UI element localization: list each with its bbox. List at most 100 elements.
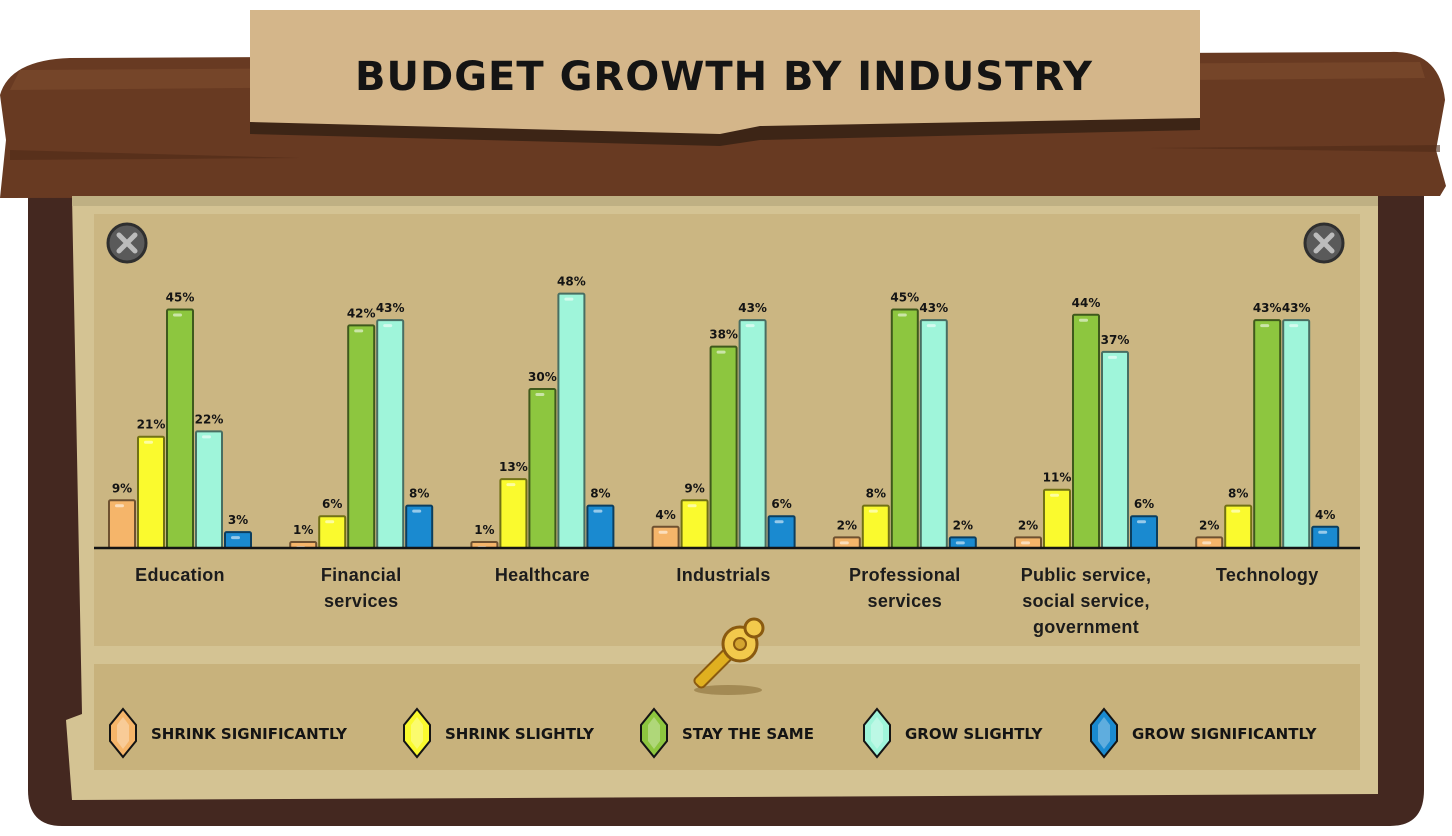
data-label: 2% <box>1018 518 1038 532</box>
bar-6-3 <box>1282 319 1311 549</box>
bar-2-3 <box>557 292 586 549</box>
bar-2-1 <box>499 478 528 550</box>
gem-icon <box>640 707 668 759</box>
bar-highlight <box>412 509 422 513</box>
bar-highlight <box>564 297 574 301</box>
data-label: 43% <box>376 301 405 315</box>
data-label: 37% <box>1101 333 1130 347</box>
bar-highlight <box>1260 324 1270 328</box>
data-label: 2% <box>1199 518 1219 532</box>
bar-3-1 <box>680 499 709 549</box>
data-label: 6% <box>1134 497 1154 511</box>
data-label: 44% <box>1072 296 1101 310</box>
bars-layer <box>108 292 1340 550</box>
category-label: Healthcare <box>495 565 590 585</box>
data-label: 6% <box>322 497 342 511</box>
title-banner <box>250 10 1200 140</box>
data-label: 43% <box>919 301 948 315</box>
data-label: 4% <box>1315 508 1335 522</box>
bar-highlight <box>716 350 726 354</box>
data-label: 6% <box>771 497 791 511</box>
data-label: 4% <box>655 508 675 522</box>
data-label: 43% <box>1282 301 1311 315</box>
data-label: 43% <box>1253 301 1282 315</box>
bar-highlight <box>383 324 393 328</box>
data-label: 43% <box>738 301 767 315</box>
gem-facet <box>117 717 129 749</box>
bar-6-2 <box>1253 319 1282 549</box>
bar-1-2 <box>347 324 376 549</box>
data-label: 48% <box>557 275 586 289</box>
bar-highlight <box>868 509 878 513</box>
title-banner-shadow <box>250 118 1200 146</box>
legend-label: GROW SLIGHTLY <box>905 725 1044 743</box>
category-label: Public service, social service, government <box>1021 565 1152 637</box>
bar-3-2 <box>709 345 738 549</box>
bar-highlight <box>506 483 516 487</box>
bar-highlight <box>897 313 907 317</box>
bar-5-1 <box>1043 488 1071 550</box>
bar-0-4 <box>224 531 252 549</box>
bar-highlight <box>774 520 784 524</box>
bar-3-3 <box>738 319 767 549</box>
bar-highlight <box>1050 493 1059 497</box>
legend-item: STAY THE SAME <box>640 707 814 759</box>
bar-0-3 <box>195 430 223 549</box>
gem-facet <box>411 717 423 749</box>
bar-6-4 <box>1311 525 1340 549</box>
data-label: 2% <box>837 518 857 532</box>
data-label: 8% <box>409 487 429 501</box>
bar-highlight <box>231 536 240 540</box>
gem-icon <box>1090 707 1118 759</box>
close-icon-left[interactable] <box>106 222 148 264</box>
legend-label: STAY THE SAME <box>682 725 814 743</box>
gem-facet <box>871 717 883 749</box>
category-label: Technology <box>1216 565 1319 585</box>
legend-item: SHRINK SIGNIFICANTLY <box>109 707 348 759</box>
bar-3-0 <box>651 525 680 549</box>
gem-icon <box>109 707 137 759</box>
bar-highlight <box>1231 509 1241 513</box>
category-label: Professional services <box>849 565 961 611</box>
bar-highlight <box>115 504 124 508</box>
legend-item: GROW SLIGHTLY <box>863 707 1044 759</box>
bar-highlight <box>144 440 153 444</box>
data-label: 9% <box>684 481 704 495</box>
bar-highlight <box>1318 530 1328 534</box>
gem-icon <box>863 707 891 759</box>
bar-highlight <box>173 313 182 317</box>
bar-highlight <box>658 530 668 534</box>
bar-5-2 <box>1072 313 1100 549</box>
bar-highlight <box>1021 541 1030 545</box>
data-label: 8% <box>590 487 610 501</box>
bar-2-2 <box>528 388 557 549</box>
bar-1-3 <box>376 319 405 549</box>
bar-highlight <box>1137 520 1146 524</box>
legend-label: SHRINK SIGNIFICANTLY <box>151 725 348 743</box>
bar-highlight <box>839 541 849 545</box>
data-label: 42% <box>347 306 376 320</box>
bar-highlight <box>354 329 364 333</box>
data-label: 11% <box>1043 471 1072 485</box>
close-icon-right[interactable] <box>1303 222 1345 264</box>
gem-facet <box>648 717 660 749</box>
category-label: Financial services <box>321 565 402 611</box>
data-label: 30% <box>528 370 557 384</box>
bar-5-3 <box>1101 350 1129 549</box>
bar-highlight <box>687 504 697 508</box>
data-label: 9% <box>112 481 132 495</box>
gem-facet <box>1098 717 1110 749</box>
legend-item: GROW SIGNIFICANTLY <box>1090 707 1318 759</box>
bar-highlight <box>1289 324 1299 328</box>
bar-highlight <box>1108 355 1117 359</box>
gem-icon <box>403 707 431 759</box>
data-label: 45% <box>166 291 195 305</box>
data-label: 8% <box>1228 487 1248 501</box>
bar-highlight <box>955 541 965 545</box>
data-label: 22% <box>195 412 224 426</box>
bar-highlight <box>1079 318 1088 322</box>
bar-highlight <box>535 393 545 396</box>
wood-plank-shadow <box>10 145 1440 160</box>
bar-0-1 <box>137 435 165 550</box>
